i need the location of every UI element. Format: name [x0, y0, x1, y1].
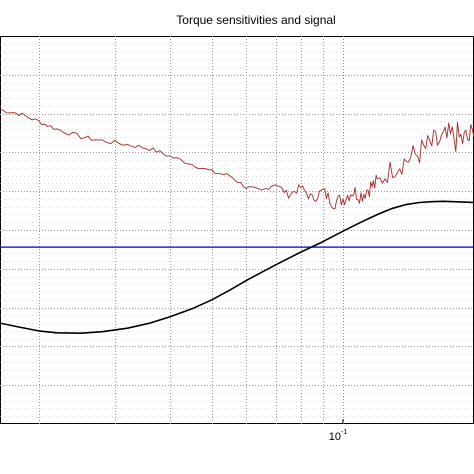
series-line-1 [0, 109, 474, 210]
plot-series [0, 109, 474, 334]
plot-grid [0, 36, 474, 424]
series-line-3 [0, 200, 474, 334]
x-tick-label: 10-1 [329, 429, 348, 443]
chart-title: Torque sensitivities and signal [176, 13, 335, 27]
x-axis-ticks: 10-1 [329, 419, 348, 443]
